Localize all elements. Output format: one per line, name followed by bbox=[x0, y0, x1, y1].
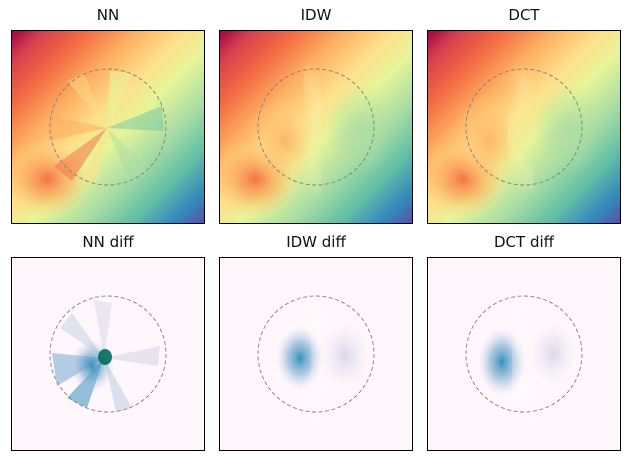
heatmap-nn-svg bbox=[12, 31, 204, 223]
heatmap-dct-diff-svg bbox=[428, 258, 620, 450]
panel-idw-diff: IDW diff bbox=[219, 233, 413, 451]
panel-title-dct-diff: DCT diff bbox=[494, 233, 554, 251]
panel-dct: DCT bbox=[427, 6, 621, 224]
heatmap-nn-circle bbox=[49, 68, 167, 186]
panel-title-dct: DCT bbox=[508, 6, 540, 24]
heatmap-idw-circle bbox=[257, 68, 375, 186]
heatmap-dct-seam bbox=[506, 68, 536, 191]
heatmap-dct-warm bbox=[452, 93, 528, 189]
heatmap-idw bbox=[219, 30, 413, 224]
heatmap-nn-diff bbox=[11, 257, 205, 451]
heatmap-dct-diff-faint bbox=[529, 322, 577, 386]
heatmap-dct-diff bbox=[427, 257, 621, 451]
heatmap-idw-diff-seam bbox=[310, 297, 322, 415]
heatmap-idw-diff-svg bbox=[220, 258, 412, 450]
panel-title-nn: NN bbox=[96, 6, 120, 24]
heatmap-dct-circle bbox=[465, 68, 583, 186]
panel-title-idw: IDW bbox=[300, 6, 332, 24]
heatmap-dct-diff-blob bbox=[478, 328, 526, 396]
heatmap-dct-svg bbox=[428, 31, 620, 223]
panel-title-idw-diff: IDW diff bbox=[286, 233, 346, 251]
heatmap-nn-diff-svg bbox=[12, 258, 204, 450]
panel-nn-diff: NN diff bbox=[11, 233, 205, 451]
panel-title-nn-diff: NN diff bbox=[82, 233, 134, 251]
heatmap-dct-green bbox=[534, 85, 602, 177]
panel-idw: IDW bbox=[219, 6, 413, 224]
heatmap-nn-diff-blob bbox=[70, 340, 114, 392]
heatmap-idw-diff-circle bbox=[257, 295, 375, 413]
heatmap-dct-diff-circle bbox=[465, 295, 583, 413]
heatmap-idw-green bbox=[326, 85, 394, 177]
heatmap-dct-diff-seam bbox=[512, 297, 534, 415]
heatmap-nn-diff-circle bbox=[49, 295, 167, 413]
heatmap-idw-svg bbox=[220, 31, 412, 223]
heatmap-dct bbox=[427, 30, 621, 224]
heatmap-nn-diff-core bbox=[98, 349, 112, 365]
heatmap-idw-warm bbox=[249, 95, 321, 187]
heatmap-nn bbox=[11, 30, 205, 224]
panel-nn: NN bbox=[11, 6, 205, 224]
heatmap-nn-rays bbox=[48, 71, 164, 183]
heatmap-idw-diff bbox=[219, 257, 413, 451]
heatmap-idw-diff-faint bbox=[319, 322, 371, 390]
panel-dct-diff: DCT diff bbox=[427, 233, 621, 451]
heatmap-idw-seam bbox=[301, 69, 324, 191]
